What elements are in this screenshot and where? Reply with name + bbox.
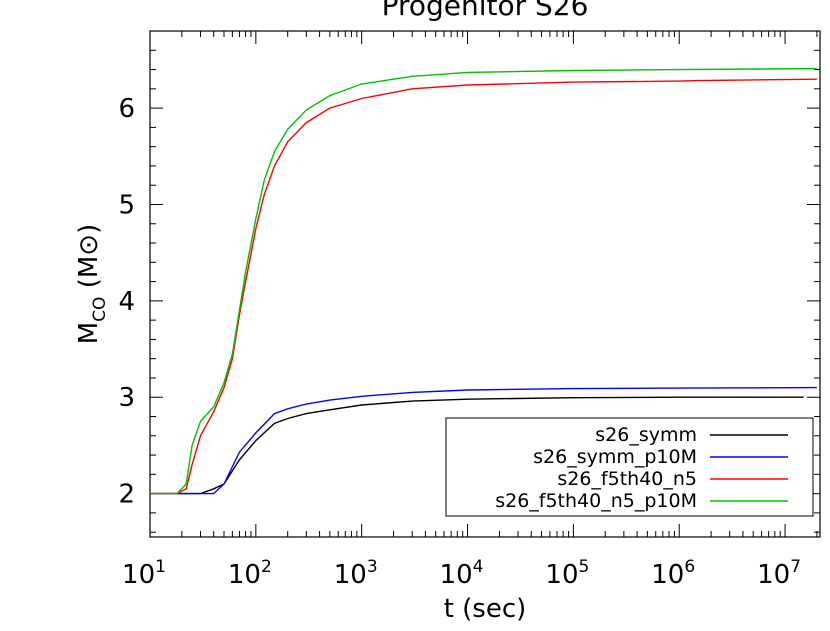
legend-label: s26_symm: [595, 424, 697, 446]
x-tick-label: 103: [334, 557, 378, 590]
y-tick-label: 3: [118, 383, 135, 413]
x-tick-label: 107: [757, 557, 801, 590]
plot-frame: [149, 30, 821, 538]
y-axis-title-main: M: [74, 322, 104, 344]
legend-label: s26_f5th40_n5_p10M: [495, 490, 697, 512]
x-tick-labels: 101 102 103 104 105 106 107: [122, 557, 801, 590]
y-axis-title: MCO (M⊙): [74, 224, 110, 345]
x-axis-title: t (sec): [444, 594, 527, 624]
legend: s26_symms26_symm_p10Ms26_f5th40_n5s26_f5…: [445, 417, 814, 517]
legend-label: s26_f5th40_n5: [557, 468, 697, 490]
chart-title: Progenitor S26: [382, 0, 589, 22]
y-tick-label: 2: [118, 480, 135, 510]
y-tick-label: 6: [118, 94, 135, 124]
legend-label: s26_symm_p10M: [533, 446, 697, 468]
series-line-s26_symm_p10M: [150, 386, 817, 495]
series-line-s26_f5th40_n5_p10M: [150, 67, 817, 495]
series-line-s26_symm: [150, 396, 804, 495]
y-axis-title-rest: (M: [74, 256, 104, 297]
series-group: [150, 67, 817, 495]
x-tick-label: 101: [122, 557, 166, 590]
sun-symbol-icon: ⊙: [74, 234, 104, 256]
y-tick-labels: 2 3 4 5 6: [118, 94, 135, 510]
x-tick-label: 105: [545, 557, 589, 590]
y-tick-label: 4: [118, 287, 135, 317]
x-tick-label: 104: [440, 557, 484, 590]
x-tick-label: 102: [228, 557, 272, 590]
y-axis-title-subscript: CO: [90, 297, 110, 322]
series-line-s26_f5th40_n5: [150, 78, 817, 495]
svg-text:MCO (M⊙): MCO (M⊙): [74, 224, 110, 345]
y-axis-title-close: ): [74, 224, 104, 234]
x-tick-label: 106: [651, 557, 695, 590]
y-tick-label: 5: [118, 190, 135, 220]
